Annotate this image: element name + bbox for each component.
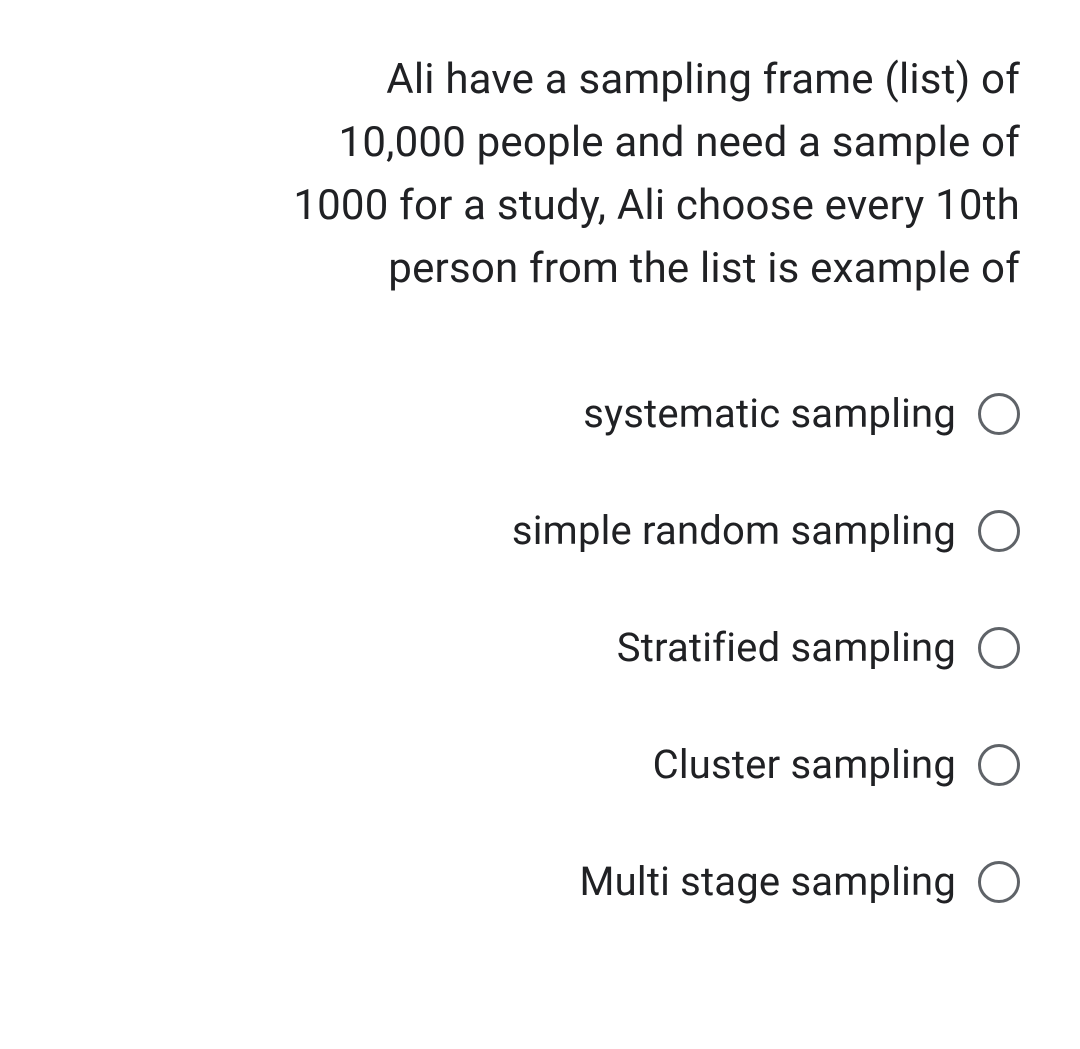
option-simple-random-sampling[interactable]: simple random sampling	[512, 507, 1020, 554]
option-systematic-sampling[interactable]: systematic sampling	[583, 390, 1020, 437]
option-label: simple random sampling	[512, 507, 956, 554]
option-label: Cluster sampling	[653, 741, 956, 788]
option-label: Stratified sampling	[617, 624, 956, 671]
option-label: systematic sampling	[583, 390, 956, 437]
question-text: Ali have a sampling frame (list) of 10,0…	[60, 48, 1020, 300]
option-multi-stage-sampling[interactable]: Multi stage sampling	[580, 858, 1020, 905]
radio-icon[interactable]	[978, 510, 1020, 552]
option-cluster-sampling[interactable]: Cluster sampling	[653, 741, 1020, 788]
radio-icon[interactable]	[978, 393, 1020, 435]
radio-icon[interactable]	[978, 861, 1020, 903]
options-list: systematic sampling simple random sampli…	[60, 390, 1020, 905]
radio-icon[interactable]	[978, 627, 1020, 669]
option-label: Multi stage sampling	[580, 858, 956, 905]
quiz-container: Ali have a sampling frame (list) of 10,0…	[0, 0, 1080, 1049]
option-stratified-sampling[interactable]: Stratified sampling	[617, 624, 1020, 671]
radio-icon[interactable]	[978, 744, 1020, 786]
